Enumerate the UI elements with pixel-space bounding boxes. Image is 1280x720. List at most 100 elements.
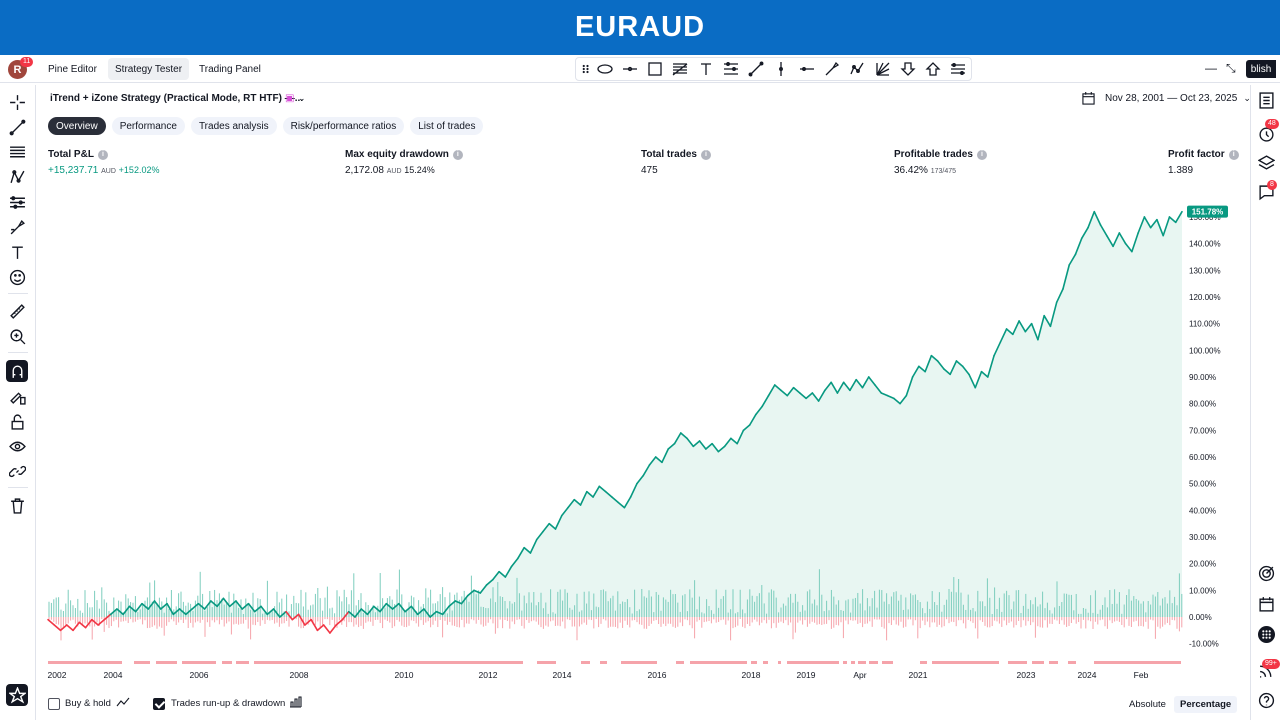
info-icon[interactable]: i [700, 149, 711, 160]
tab-trading-panel[interactable]: Trading Panel [199, 63, 261, 75]
x-tick-label: 2004 [104, 670, 123, 680]
tab-performance[interactable]: Performance [111, 117, 185, 135]
minimize-icon[interactable]: — [1205, 61, 1217, 75]
runup-drawdown-checkbox[interactable] [153, 698, 165, 710]
tab-risk-ratios[interactable]: Risk/performance ratios [282, 117, 405, 135]
equity-line-segment [1087, 210, 1096, 229]
equity-line-segment [1162, 216, 1171, 237]
help-icon[interactable] [1255, 689, 1277, 711]
equity-line-segment [1174, 210, 1183, 224]
pattern-tool-icon[interactable] [6, 166, 28, 188]
buy-hold-checkbox[interactable] [48, 698, 60, 710]
eye-icon[interactable] [6, 435, 28, 457]
equity-line-segment [579, 490, 588, 506]
equity-line-segment [197, 602, 206, 610]
metric-label: Total trades [641, 149, 697, 160]
tab-overview[interactable]: Overview [48, 117, 106, 135]
metric-total-pnl: Total P&L i +15,237.71 AUD +152.02% [48, 149, 159, 176]
brush-tool-icon[interactable] [6, 216, 28, 238]
equity-line-segment [930, 354, 939, 362]
arrow-down-icon[interactable] [895, 58, 920, 80]
equity-line-segment [755, 405, 764, 416]
info-icon[interactable]: i [1228, 149, 1239, 160]
equity-line-segment [1080, 226, 1089, 240]
absolute-toggle[interactable]: Absolute [1129, 699, 1166, 710]
info-icon[interactable]: i [452, 149, 463, 160]
x-tick-label: 2021 [909, 670, 928, 680]
equity-line-segment [830, 381, 839, 394]
drag-handle-icon[interactable] [580, 58, 592, 80]
sliders-icon[interactable] [946, 58, 971, 80]
strategy-settings-icon[interactable]: ▣ [285, 93, 295, 104]
horizontal-ray-icon[interactable] [617, 58, 642, 80]
equity-line-segment [1005, 328, 1014, 336]
tab-list-of-trades[interactable]: List of trades [410, 117, 484, 135]
emoji-icon[interactable] [6, 266, 28, 288]
strategy-name[interactable]: iTrend + iZone Strategy (Practical Mode,… [50, 93, 304, 104]
link-icon[interactable] [6, 460, 28, 482]
percentage-toggle[interactable]: Percentage [1174, 696, 1238, 713]
gann-fan-icon[interactable] [870, 58, 895, 80]
equity-line-segment [799, 392, 807, 400]
equity-line-segment [366, 605, 375, 616]
metric-label: Profitable trades [894, 149, 973, 160]
arrow-up-icon[interactable] [920, 58, 945, 80]
metric-profit-factor: Profit factor i 1.389 [1168, 149, 1239, 176]
path-icon[interactable] [845, 58, 870, 80]
publish-button[interactable]: blish [1246, 60, 1276, 78]
zoom-icon[interactable] [6, 325, 28, 347]
text-icon[interactable] [693, 58, 718, 80]
rectangle-icon[interactable] [643, 58, 668, 80]
equity-line-segment [924, 354, 933, 373]
apps-grid-icon[interactable] [1255, 623, 1277, 645]
watchlist-icon[interactable] [1255, 89, 1277, 111]
calendar-icon[interactable] [1255, 593, 1277, 615]
target-icon[interactable] [1255, 562, 1277, 584]
trend-line-icon[interactable] [744, 58, 769, 80]
text-tool-icon[interactable] [6, 241, 28, 263]
horizontal-line-icon[interactable] [794, 58, 819, 80]
metric-pct: +152.02% [118, 165, 160, 175]
toolbar-divider [8, 487, 28, 488]
crosshair-icon[interactable] [6, 91, 28, 113]
y-tick-label: 60.00% [1189, 453, 1216, 462]
fib-icon[interactable] [668, 58, 693, 80]
info-icon[interactable]: i [97, 149, 108, 160]
restore-icon[interactable]: ⤡ [1226, 61, 1236, 75]
metric-pct: 15.24% [404, 165, 435, 175]
x-tick-label: 2006 [190, 670, 209, 680]
tab-pine-editor[interactable]: Pine Editor [48, 63, 97, 75]
runup-drawdown-label: Trades run-up & drawdown [171, 698, 286, 709]
tab-trades-analysis[interactable]: Trades analysis [190, 117, 277, 135]
layers-icon[interactable] [1255, 151, 1277, 173]
magnet-icon[interactable] [6, 360, 28, 382]
equity-line-segment [492, 570, 500, 581]
equity-line-segment [166, 602, 175, 616]
equity-line-segment [1137, 216, 1146, 234]
metric-value: +15,237.71 [48, 165, 99, 176]
equity-line-segment [567, 498, 576, 509]
info-icon[interactable]: i [976, 149, 987, 160]
equity-line-segment [147, 600, 156, 610]
date-range-selector[interactable]: Nov 28, 2001 — Oct 23, 2025 ⌄ [1082, 92, 1251, 105]
pattern-icon[interactable] [718, 58, 743, 80]
star-icon[interactable] [6, 684, 28, 706]
brush-icon[interactable] [819, 58, 844, 80]
equity-line-segment [993, 341, 1002, 357]
ruler-icon[interactable] [6, 300, 28, 322]
equity-line-segment [955, 360, 964, 368]
trash-icon[interactable] [6, 494, 28, 516]
vertical-line-icon[interactable] [769, 58, 794, 80]
chevron-down-icon[interactable]: ⌄ [298, 93, 306, 103]
trend-line-tool-icon[interactable] [6, 116, 28, 138]
equity-line-segment [560, 506, 569, 517]
notifications-badge: 99+ [1262, 659, 1280, 669]
prediction-tool-icon[interactable] [6, 191, 28, 213]
equity-line-segment [172, 608, 181, 616]
ellipse-icon[interactable] [592, 58, 617, 80]
lock-drawing-icon[interactable] [6, 385, 28, 407]
unlock-icon[interactable] [6, 410, 28, 432]
fib-tool-icon[interactable] [6, 141, 28, 163]
equity-line-segment [805, 392, 814, 400]
tab-strategy-tester[interactable]: Strategy Tester [108, 58, 190, 80]
